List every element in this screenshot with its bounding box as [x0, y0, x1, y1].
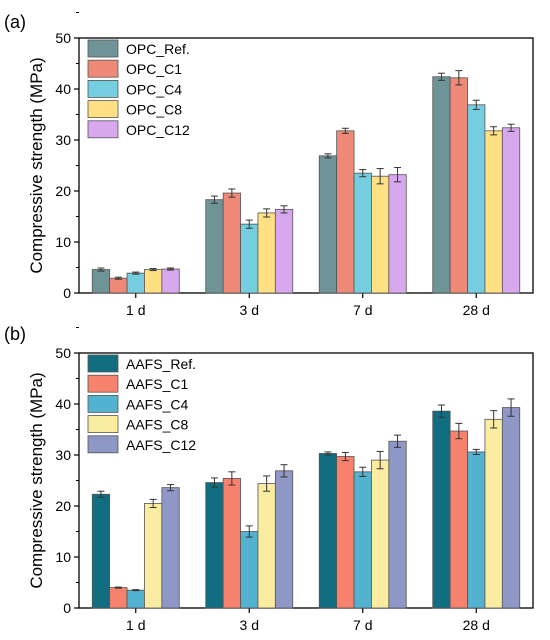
y-tick-label: 50 — [55, 345, 71, 361]
x-tick-label: 28 d — [463, 302, 490, 318]
bar-aafs-ref-3d — [205, 482, 224, 609]
y-tick-label: 40 — [55, 396, 71, 412]
legend-swatch — [87, 80, 119, 98]
x-tick-label: 28 d — [463, 617, 490, 633]
bar-opc-c1-28d — [449, 77, 468, 294]
legend: OPC_Ref. OPC_C1 OPC_C4 OPC_C8 OPC_C12 — [87, 39, 190, 139]
bar-opc-ref-28d — [432, 76, 451, 294]
y-tick-label: 10 — [55, 234, 71, 250]
bar-aafs-c8-1d — [144, 503, 163, 609]
legend-swatch — [87, 415, 119, 434]
legend-label: OPC_Ref. — [126, 41, 190, 57]
bar-opc-c12-7d — [388, 174, 407, 294]
y-tick-label: 40 — [55, 81, 71, 97]
bar-aafs-c8-7d — [371, 459, 390, 609]
bar-opc-ref-7d — [318, 155, 338, 294]
bar-opc-c4-1d — [126, 272, 145, 294]
legend-label: AAFS_C1 — [126, 376, 188, 392]
legend-swatch — [87, 39, 119, 58]
bar-opc-c1-3d — [222, 192, 241, 294]
y-axis-title: Compressive strength (MPa) — [27, 372, 46, 588]
legend-swatch — [87, 435, 119, 454]
legend-label: AAFS_C12 — [126, 437, 196, 453]
legend-label: AAFS_C4 — [126, 396, 188, 412]
legend-label: AAFS_C8 — [126, 417, 188, 433]
bar-aafs-c8-28d — [484, 418, 503, 609]
bar-aafs-c4-1d — [126, 589, 145, 609]
bar-aafs-c4-3d — [240, 531, 259, 609]
y-tick-label: 20 — [55, 183, 71, 199]
legend-label: OPC_C12 — [126, 122, 190, 138]
legend-swatch — [87, 354, 119, 373]
bar-aafs-c12-7d — [388, 440, 407, 609]
legend-swatch — [87, 374, 119, 393]
y-axis-title: Compressive strength (MPa) — [27, 57, 46, 273]
bar-aafs-c1-3d — [222, 478, 241, 609]
bar-aafs-c12-1d — [161, 487, 180, 609]
x-tick-label: 1 d — [126, 302, 145, 318]
bar-aafs-c12-3d — [274, 470, 294, 609]
legend-label: AAFS_Ref. — [126, 356, 196, 372]
legend-swatch — [87, 59, 119, 78]
bar-opc-c8-28d — [484, 130, 503, 294]
panel-label: (a) — [4, 12, 26, 32]
x-tick-label: 3 d — [240, 302, 259, 318]
chart-panel-a: (a) Compressive strength (MPa) 0 10 20 30 40 50… — [4, 12, 534, 318]
bar-opc-c8-3d — [257, 212, 276, 294]
x-tick-label: 7 d — [353, 302, 372, 318]
bar-aafs-c1-1d — [109, 587, 128, 609]
x-tick-label: 1 d — [126, 617, 145, 633]
bar-opc-c8-1d — [144, 269, 163, 294]
bar-opc-c8-7d — [371, 175, 390, 294]
bar-opc-c4-7d — [353, 172, 372, 294]
panel-label: (b) — [4, 324, 26, 344]
legend-label: OPC_C4 — [126, 81, 182, 97]
bar-opc-ref-3d — [205, 199, 224, 294]
bar-opc-c12-3d — [274, 208, 294, 294]
y-tick-label: 50 — [55, 30, 71, 46]
bar-opc-c1-7d — [336, 130, 355, 294]
y-tick-label: 30 — [55, 447, 71, 463]
bar-aafs-c1-28d — [449, 430, 468, 609]
bar-opc-c12-28d — [501, 127, 521, 294]
legend-swatch — [87, 100, 119, 118]
chart-panel-b: (b) Compressive strength (MPa) 0 10 20 30 40 50… — [4, 324, 534, 633]
bar-opc-c4-28d — [467, 104, 486, 294]
legend-swatch — [87, 120, 119, 139]
x-tick-label: 7 d — [353, 617, 372, 633]
bar-aafs-c1-7d — [336, 456, 355, 609]
y-tick-label: 30 — [55, 132, 71, 148]
bar-aafs-c4-28d — [467, 451, 486, 609]
legend-swatch — [87, 394, 119, 413]
legend: AAFS_Ref. AAFS_C1 AAFS_C4 AAFS_C8 AAFS_C12 — [87, 354, 196, 454]
bar-opc-ref-1d — [91, 269, 111, 294]
bar-aafs-c4-7d — [353, 471, 372, 609]
y-tick-label: 0 — [63, 600, 71, 616]
bar-opc-c1-1d — [109, 277, 128, 294]
bar-aafs-ref-28d — [432, 410, 451, 609]
bar-opc-c4-3d — [240, 223, 259, 294]
legend-label: OPC_C1 — [126, 61, 182, 77]
x-tick-label: 3 d — [240, 617, 259, 633]
y-tick-label: 10 — [55, 549, 71, 565]
bar-aafs-ref-7d — [318, 453, 338, 609]
y-tick-label: 0 — [63, 285, 71, 301]
bar-opc-c12-1d — [161, 268, 180, 294]
legend-label: OPC_C8 — [126, 102, 182, 118]
bar-aafs-ref-1d — [91, 493, 111, 609]
bar-aafs-c12-28d — [501, 407, 521, 609]
bar-aafs-c8-3d — [257, 483, 276, 609]
y-tick-label: 20 — [55, 498, 71, 514]
